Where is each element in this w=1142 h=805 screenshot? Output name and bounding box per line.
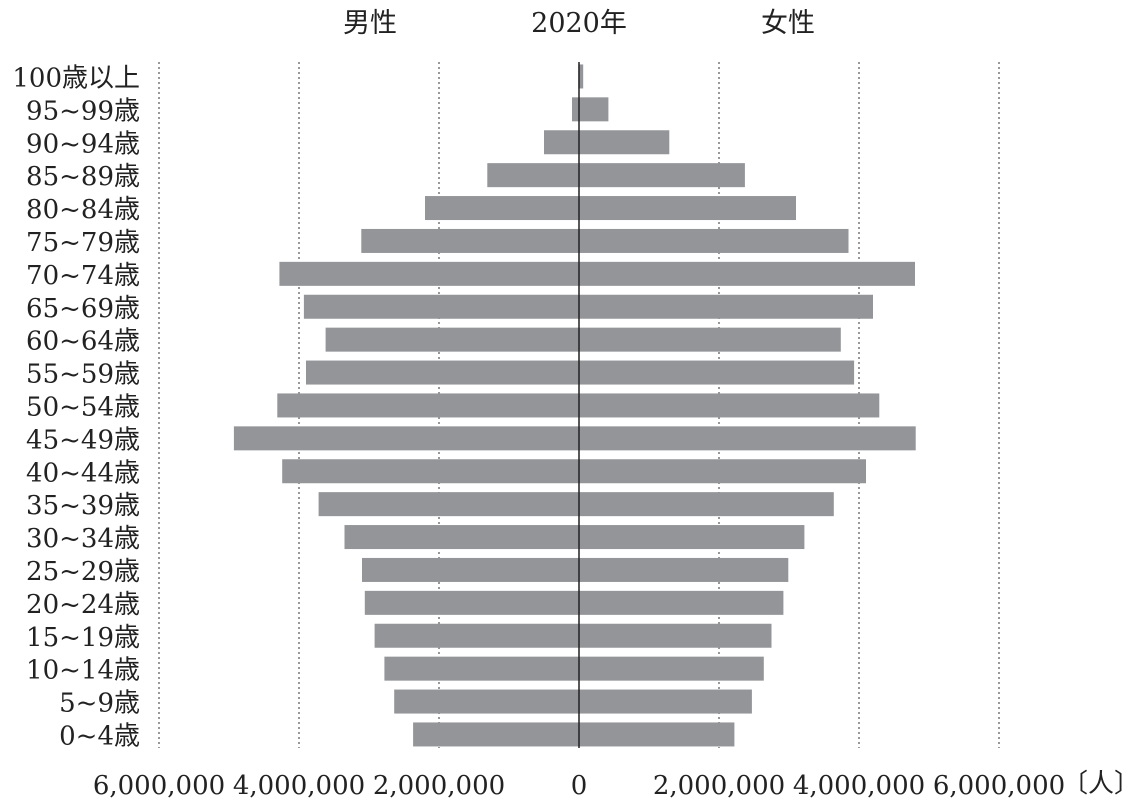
male-bar	[279, 261, 579, 286]
female-bar	[579, 163, 745, 188]
female-bar	[579, 459, 866, 484]
x-tick-label: 4,000,000	[793, 771, 925, 801]
female-bar	[579, 722, 735, 747]
x-tick-label: 0	[571, 771, 588, 801]
category-label: 50~54歳	[26, 392, 140, 422]
male-bar	[325, 327, 579, 352]
female-bar	[579, 261, 915, 286]
female-bar	[579, 623, 772, 648]
male-bar	[374, 623, 579, 648]
x-tick-label: 2,000,000	[373, 771, 505, 801]
category-label: 100歳以上	[12, 63, 140, 93]
female-bar	[579, 492, 834, 517]
category-label: 60~64歳	[26, 327, 140, 357]
female-bar	[579, 64, 584, 89]
female-bar	[579, 590, 784, 615]
female-bar	[579, 525, 805, 550]
male-bar	[425, 196, 579, 221]
category-label: 95~99歳	[26, 96, 140, 126]
category-label: 70~74歳	[26, 261, 140, 291]
category-label: 65~69歳	[26, 294, 140, 324]
year-header: 2020年	[531, 8, 627, 39]
category-label: 10~14歳	[26, 656, 140, 686]
female-bar	[579, 294, 873, 319]
male-bar	[572, 97, 579, 122]
female-bar	[579, 97, 609, 122]
category-label: 55~59歳	[26, 360, 140, 390]
male-bar	[487, 163, 579, 188]
category-label: 20~24歳	[26, 590, 140, 620]
female-bar	[579, 196, 796, 221]
male-bar	[364, 590, 579, 615]
female-bar	[579, 557, 789, 582]
female-bar	[579, 327, 841, 352]
female-bar	[579, 393, 880, 418]
female-bar	[579, 130, 670, 155]
male-bar	[413, 722, 579, 747]
category-label: 30~34歳	[26, 524, 140, 554]
category-label: 0~4歳	[59, 721, 140, 751]
female-bar	[579, 360, 855, 385]
category-label: 80~84歳	[26, 195, 140, 225]
female-bar	[579, 689, 752, 714]
female-bar	[579, 228, 849, 253]
male-bar	[318, 492, 579, 517]
category-label: 15~19歳	[26, 623, 140, 653]
x-tick-label: 2,000,000	[653, 771, 785, 801]
male-bar	[394, 689, 579, 714]
x-tick-label: 4,000,000	[233, 771, 365, 801]
male-header: 男性	[343, 8, 397, 39]
male-bar	[362, 557, 579, 582]
male-bar	[361, 228, 579, 253]
x-tick-label: 6,000,000	[933, 771, 1065, 801]
category-label: 85~89歳	[26, 162, 140, 192]
category-label: 75~79歳	[26, 228, 140, 258]
female-bar	[579, 426, 916, 451]
category-label: 5~9歳	[59, 689, 140, 719]
category-label: 25~29歳	[26, 557, 140, 587]
female-bar	[579, 656, 764, 681]
male-bar	[306, 360, 579, 385]
female-header: 女性	[761, 8, 815, 39]
male-bar	[344, 525, 579, 550]
male-bar	[303, 294, 579, 319]
x-tick-label: 6,000,000	[93, 771, 225, 801]
male-bar	[233, 426, 579, 451]
male-bar	[384, 656, 579, 681]
category-label: 40~44歳	[26, 458, 140, 488]
category-label: 90~94歳	[26, 129, 140, 159]
category-label: 45~49歳	[26, 425, 140, 455]
category-label: 35~39歳	[26, 491, 140, 521]
male-bar	[544, 130, 579, 155]
male-bar	[282, 459, 579, 484]
x-unit-label: 〔人〕	[1062, 769, 1140, 799]
male-bar	[277, 393, 579, 418]
